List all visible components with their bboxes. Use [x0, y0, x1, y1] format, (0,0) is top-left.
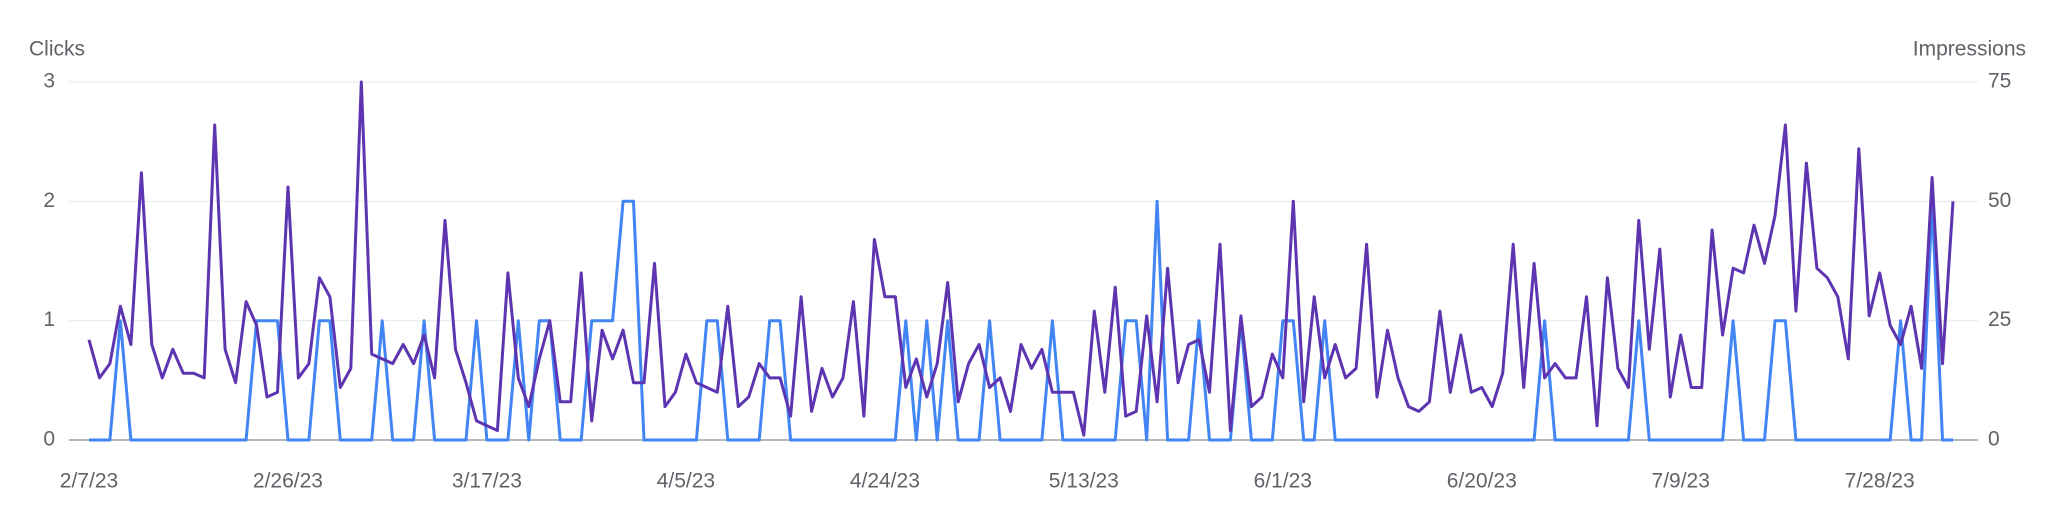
x-tick-label: 2/7/23: [60, 470, 118, 493]
y2-tick-label: 25: [1988, 308, 2011, 331]
y2-axis-title: Impressions: [1913, 38, 2026, 61]
y-tick-label: 2: [43, 189, 55, 212]
x-tick-label: 4/5/23: [657, 470, 715, 493]
y-tick-label: 1: [43, 308, 55, 331]
y2-tick-label: 50: [1988, 189, 2011, 212]
x-tick-label: 7/28/23: [1845, 470, 1915, 493]
y2-tick-label: 0: [1988, 428, 2000, 451]
x-tick-label: 3/17/23: [452, 470, 522, 493]
y-tick-label: 0: [43, 428, 55, 451]
x-tick-label: 7/9/23: [1652, 470, 1710, 493]
series-line: [89, 199, 1953, 442]
x-tick-label: 4/24/23: [850, 470, 920, 493]
x-tick-label: 6/20/23: [1447, 470, 1517, 493]
y-tick-label: 3: [43, 70, 55, 93]
x-tick-label: 6/1/23: [1254, 470, 1312, 493]
series-line: [87, 80, 1955, 437]
x-tick-label: 5/13/23: [1049, 470, 1119, 493]
y-axis-title: Clicks: [29, 38, 85, 61]
y2-tick-label: 75: [1988, 70, 2011, 93]
x-tick-label: 2/26/23: [253, 470, 323, 493]
